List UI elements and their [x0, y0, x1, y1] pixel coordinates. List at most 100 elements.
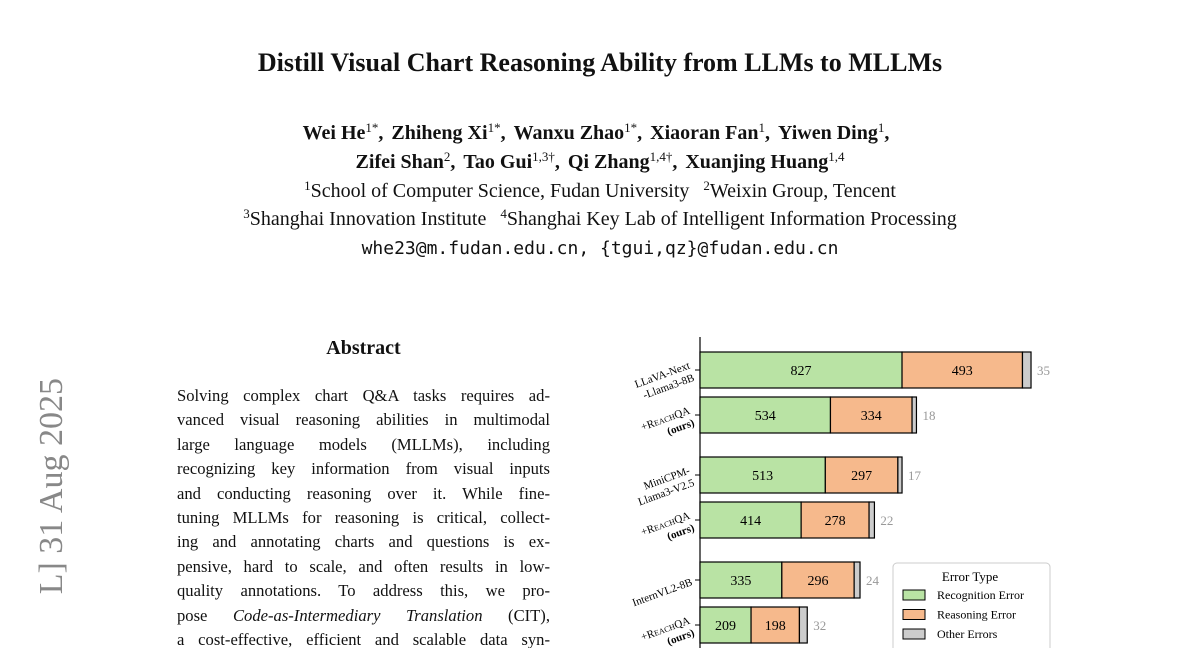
separator: ,: [450, 151, 456, 173]
author-name: Xuanjing Huang: [685, 151, 829, 173]
category-label: LLaVA-Next-Llama3-8B: [633, 360, 696, 403]
affiliation-mark: 4: [500, 206, 507, 221]
affiliations: 1School of Computer Science, Fudan Unive…: [0, 178, 1200, 203]
data-label: 296: [807, 574, 828, 589]
title: Distill Visual Chart Reasoning Ability f…: [257, 48, 943, 77]
author-name: Wei He: [302, 122, 366, 144]
affiliation-mark: 2: [703, 178, 710, 193]
data-label: 198: [765, 619, 786, 634]
separator: ,: [884, 122, 890, 144]
data-label: 414: [740, 514, 761, 529]
author-name: Qi Zhang: [567, 151, 650, 173]
data-label: 334: [861, 409, 882, 424]
author-mark: 1,4: [828, 149, 845, 164]
data-label: 18: [922, 408, 935, 423]
emphasis: Code-as-Intermediary Translation: [232, 605, 483, 625]
data-label: 35: [1037, 363, 1050, 378]
abstract-line: recognizing key information from visual …: [177, 459, 550, 479]
bar-segment: [800, 501, 870, 539]
bar-segment: [798, 606, 808, 644]
affiliations: 3Shanghai Innovation Institute 4Shanghai …: [0, 206, 1200, 231]
abstract-line: pensive, hard to scale, and often result…: [177, 556, 550, 576]
separator: ,: [637, 122, 643, 144]
author-name: Xiaoran Fan: [650, 122, 759, 144]
category-label: +ReachQA(ours): [639, 510, 696, 551]
abstract-line: tuning MLLMs for reasoning is critical, …: [177, 508, 550, 527]
bar-segment: [781, 561, 855, 599]
separator: ,: [765, 122, 771, 144]
affiliation: Shanghai Innovation Institute: [249, 208, 487, 230]
data-label: 827: [791, 364, 812, 379]
author-mark: 1: [758, 120, 766, 135]
legend-swatch: [902, 609, 926, 620]
abstract-line: quality annotations. To address this, we…: [177, 581, 550, 601]
bar-segment: [868, 501, 876, 539]
category-label: MiniCPM-Llama3-V2.5: [632, 465, 696, 509]
affiliation-mark: 1: [304, 178, 311, 193]
data-label: 513: [752, 469, 773, 484]
abstract-line: a cost-effective, efficient and scalable…: [177, 630, 550, 648]
author-mark: 2: [443, 149, 451, 164]
bar-segment: [901, 351, 1024, 389]
data-label: 493: [952, 364, 973, 379]
bar-segment: [853, 561, 861, 599]
author-mark: 1*: [487, 120, 501, 135]
bar-segment: [1021, 351, 1032, 389]
category-label: +ReachQA(ours): [639, 405, 696, 446]
affiliation: Weixin Group, Tencent: [709, 180, 896, 202]
data-label: 278: [825, 514, 846, 529]
author-mark: 1*: [365, 120, 379, 135]
legend-label: Reasoning Error: [937, 608, 1016, 622]
legend-swatch: [902, 589, 926, 601]
data-label: 335: [730, 574, 751, 589]
data-label: 297: [851, 469, 872, 484]
author-name: Zifei Shan: [355, 151, 444, 173]
bar-segment: [699, 396, 832, 434]
abstract-line: ing and annotating charts and questions …: [177, 532, 550, 552]
data-label: 17: [908, 468, 922, 483]
abstract-line: and conducting reasoning over it. While …: [177, 483, 550, 503]
abstract-line: large language models (MLLMs), including: [177, 434, 550, 454]
affiliation-mark: 3: [243, 206, 250, 221]
separator: ,: [672, 151, 678, 173]
data-label: 32: [813, 618, 826, 633]
author-name: Tao Gui: [463, 151, 533, 173]
emails: whe23@m.fudan.edu.cn, {tgui,qz}@fudan.ed…: [361, 238, 839, 259]
legend-title: Error Type: [942, 569, 998, 584]
bar-segment: [911, 396, 918, 434]
text: (CIT),: [482, 605, 550, 625]
legend-label: Other Errors: [937, 627, 998, 641]
abstract-heading: Abstract: [326, 337, 401, 359]
author-name: Yiwen Ding: [778, 122, 878, 144]
abstract-line: Solving complex chart Q&A tasks requires…: [177, 386, 550, 405]
authors: Wei He1*, Zhiheng Xi1*, Wanxu Zhao1*, Xiaor…: [0, 120, 1200, 145]
bar-segment: [824, 456, 899, 494]
separator: ,: [378, 122, 384, 144]
data-label: 534: [755, 409, 776, 424]
abstract-line: pose Code-as-Intermediary Translation (C…: [177, 606, 550, 630]
bar-segment: [699, 351, 903, 389]
bar-segment: [699, 561, 783, 599]
author-name: Wanxu Zhao: [513, 122, 625, 144]
category-label: InternVL2-8B: [631, 576, 694, 609]
author-mark: 1*: [624, 120, 638, 135]
legend-box: [892, 562, 1051, 648]
bar-segment: [829, 396, 913, 434]
affiliation: School of Computer Science, Fudan Univer…: [310, 180, 690, 202]
author-mark: 1: [877, 120, 885, 135]
authors: Zifei Shan2, Tao Gui1,3†, Qi Zhang1,4†, Xua…: [0, 149, 1200, 174]
author-mark: 1,4†: [649, 149, 673, 164]
author-mark: 1,3†: [532, 149, 555, 164]
bar-segment: [897, 456, 903, 494]
data-label: 24: [866, 573, 880, 588]
abstract-line: vanced visual reasoning abilities in mul…: [177, 410, 550, 430]
data-label: 22: [880, 513, 893, 528]
legend-swatch: [902, 628, 926, 640]
legend-label: Recognition Error: [937, 588, 1024, 602]
separator: ,: [500, 122, 506, 144]
category-label: +ReachQA(ours): [639, 615, 696, 648]
text: pose: [177, 605, 233, 625]
affiliation: Shanghai Key Lab of Intelligent Informat…: [506, 208, 957, 230]
